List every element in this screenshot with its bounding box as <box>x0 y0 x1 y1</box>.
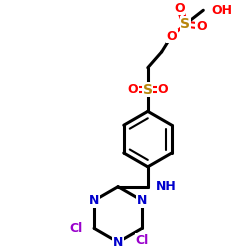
Text: O: O <box>174 2 185 15</box>
Text: NH: NH <box>156 180 176 193</box>
Text: O: O <box>196 20 207 32</box>
Text: N: N <box>113 236 123 249</box>
Text: O: O <box>166 30 177 43</box>
Text: Cl: Cl <box>69 222 82 235</box>
Text: S: S <box>180 17 190 31</box>
Text: O: O <box>128 83 138 96</box>
Text: O: O <box>157 83 168 96</box>
Text: S: S <box>143 82 153 96</box>
Text: N: N <box>137 194 147 207</box>
Text: Cl: Cl <box>136 234 149 247</box>
Text: OH: OH <box>211 4 232 17</box>
Text: N: N <box>89 194 99 207</box>
